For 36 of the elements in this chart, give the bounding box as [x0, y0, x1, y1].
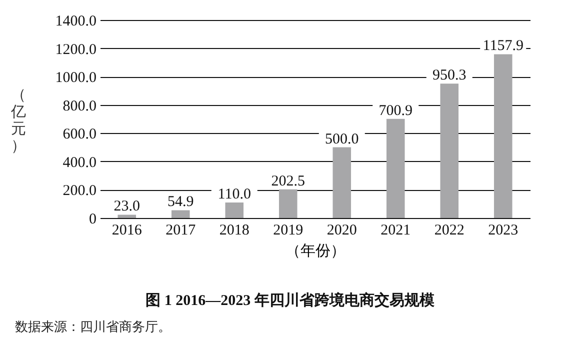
x-tick-label: 2019: [273, 222, 304, 238]
text: 图 1 2016—2023 年四川省跨境电商交易规模: [146, 291, 436, 309]
data-label: 54.9: [168, 194, 194, 210]
x-axis-title: （年份）: [286, 242, 346, 260]
bar: [494, 54, 512, 218]
y-tick-label: 400.0: [62, 154, 96, 171]
y-tick-label: 1400.0: [55, 14, 96, 30]
y-tick-label: 1000.0: [55, 70, 96, 86]
y-tick-label: 0: [89, 212, 96, 228]
bar: [225, 202, 244, 218]
bar: [440, 84, 459, 218]
source-note: 数据来源：四川省商务厅。: [15, 319, 171, 334]
bar: [332, 147, 352, 218]
y-tick-label: 600.0: [62, 126, 96, 143]
data-label: 23.0: [114, 198, 140, 215]
y-tick-label: 200.0: [62, 183, 96, 200]
x-tick-label: 2022: [434, 222, 464, 238]
y-tick-label: 1200.0: [55, 42, 96, 58]
data-label: 202.5: [271, 173, 305, 190]
x-tick-label: 2021: [380, 222, 411, 238]
bar: [118, 214, 136, 218]
x-tick-label: 2020: [326, 222, 357, 238]
x-tick-label: 2018: [219, 222, 250, 238]
y-axis-title: （亿元）: [10, 88, 26, 154]
x-tick-label: 2017: [166, 222, 196, 238]
data-label: 1157.9: [482, 38, 524, 54]
x-tick-label: 2016: [112, 222, 142, 238]
data-label: 110.0: [218, 186, 251, 202]
bar: [171, 210, 190, 218]
bar: [386, 118, 405, 218]
x-tick-label: 2023: [488, 222, 518, 238]
y-tick-label: 800.0: [62, 98, 96, 114]
data-label: 950.3: [432, 68, 466, 84]
data-label: 500.0: [325, 131, 359, 148]
data-label: 700.9: [378, 102, 412, 119]
bar: [278, 189, 298, 218]
